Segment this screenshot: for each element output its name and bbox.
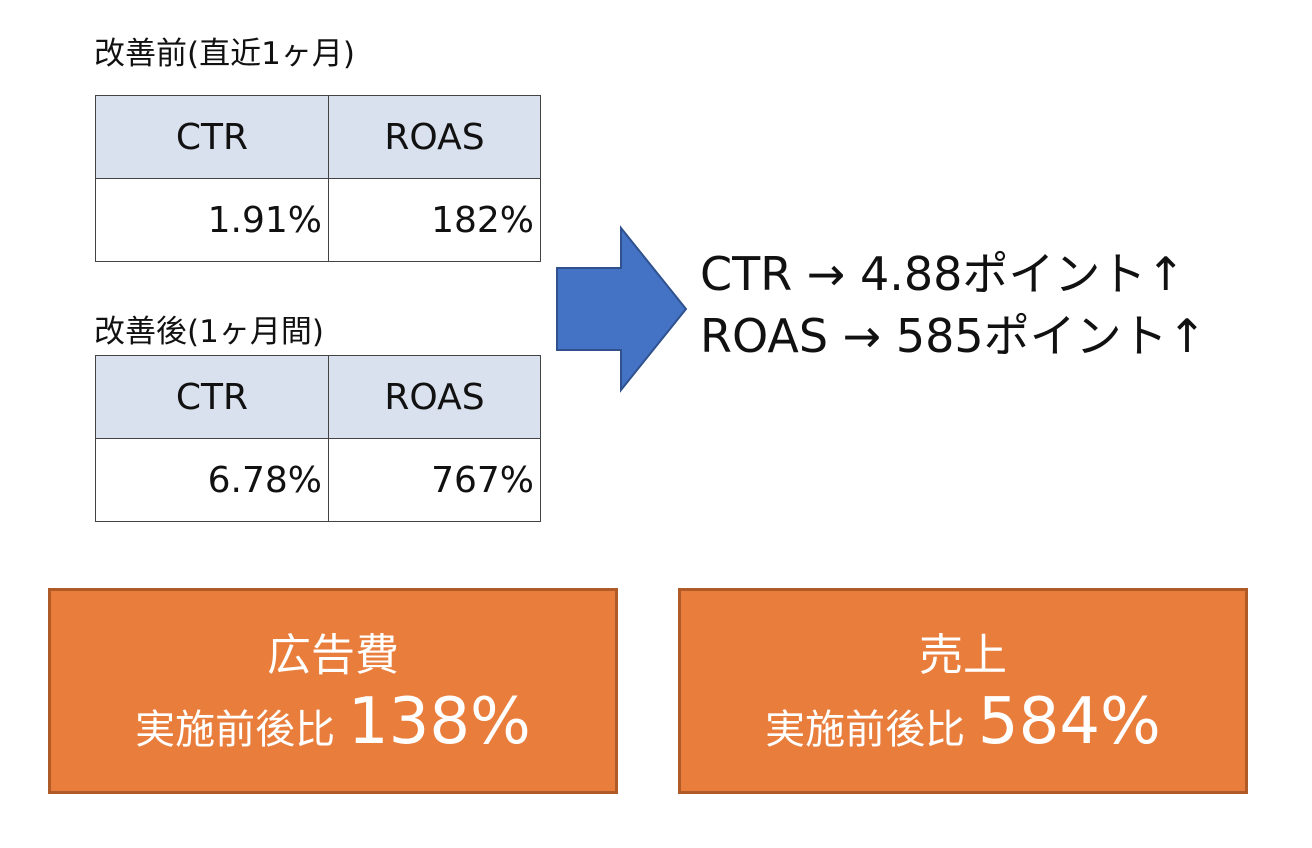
header-ctr: CTR bbox=[95, 95, 329, 179]
header-roas: ROAS bbox=[327, 355, 542, 439]
box-title: 売上 bbox=[919, 630, 1007, 681]
result-ctr: CTR → 4.88ポイント↑ bbox=[700, 247, 1185, 301]
value-roas: 767% bbox=[327, 438, 542, 522]
sales-box: 売上 実施前後比 584% bbox=[678, 588, 1248, 794]
header-roas: ROAS bbox=[327, 95, 542, 179]
box-title: 広告費 bbox=[267, 630, 399, 681]
value-ctr: 6.78% bbox=[95, 438, 329, 522]
value-ctr: 1.91% bbox=[95, 178, 329, 262]
after-title: 改善後(1ヶ月間) bbox=[94, 314, 324, 350]
result-roas: ROAS → 585ポイント↑ bbox=[700, 309, 1207, 363]
before-table: CTR ROAS 1.91% 182% bbox=[95, 95, 542, 262]
header-ctr: CTR bbox=[95, 355, 329, 439]
box-value: 584% bbox=[977, 685, 1161, 759]
box-value: 138% bbox=[347, 685, 531, 759]
after-table: CTR ROAS 6.78% 767% bbox=[95, 355, 542, 522]
value-roas: 182% bbox=[327, 178, 542, 262]
right-arrow-icon bbox=[556, 225, 688, 393]
before-title: 改善前(直近1ヶ月) bbox=[94, 36, 355, 72]
box-label: 実施前後比 bbox=[135, 707, 336, 753]
ad-cost-box: 広告費 実施前後比 138% bbox=[48, 588, 618, 794]
box-label: 実施前後比 bbox=[765, 707, 966, 753]
